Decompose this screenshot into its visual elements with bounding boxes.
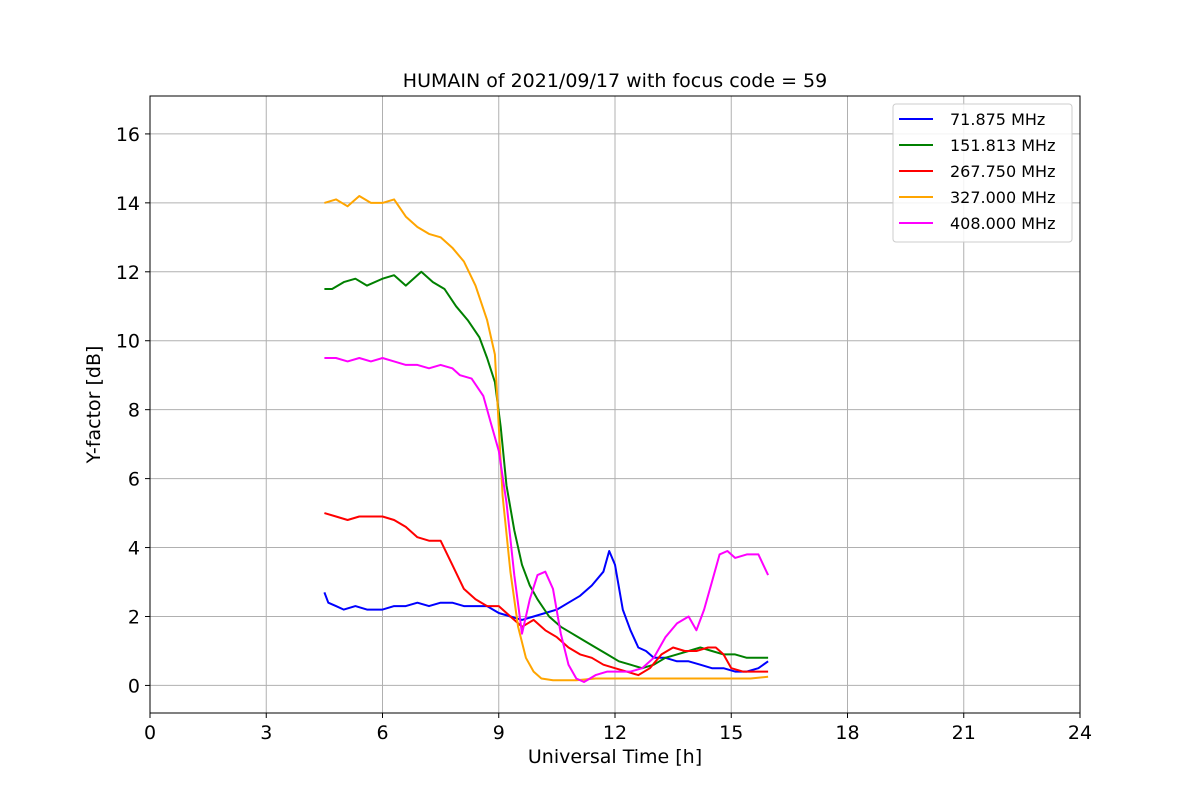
- y-axis-label: Y-factor [dB]: [83, 346, 105, 465]
- legend-box: [892, 103, 1073, 243]
- x-tick-label: 12: [603, 722, 627, 744]
- chart-title: HUMAIN of 2021/09/17 with focus code = 5…: [403, 70, 827, 92]
- y-tick-label: 4: [128, 538, 140, 560]
- y-tick-label: 12: [116, 262, 140, 284]
- series-line: [324, 512, 769, 677]
- x-tick-label: 3: [260, 722, 272, 744]
- x-tick-label: 15: [719, 722, 743, 744]
- y-axis-ticks: 0 2 4 6 8 10 12 14 16: [116, 124, 150, 697]
- legend: 71.875 MHz 151.813 MHz 267.750 MHz 327.000 …: [892, 103, 1073, 243]
- legend-label: 267.750 MHz: [950, 162, 1055, 181]
- legend-label: 151.813 MHz: [950, 136, 1055, 155]
- y-tick-label: 16: [116, 124, 140, 146]
- legend-label: 327.000 MHz: [950, 188, 1055, 207]
- y-tick-label: 2: [128, 606, 140, 628]
- y-tick-label: 14: [116, 193, 140, 215]
- legend-label: 71.875 MHz: [950, 110, 1045, 129]
- y-tick-label: 0: [128, 675, 140, 697]
- legend-label: 408.000 MHz: [950, 214, 1055, 233]
- x-tick-label: 0: [144, 722, 156, 744]
- plot-area: [323, 195, 770, 683]
- x-tick-label: 6: [376, 722, 388, 744]
- y-tick-label: 6: [128, 469, 140, 491]
- x-axis-ticks: 0 3 6 9 12 15 18 21 24: [144, 713, 1092, 744]
- series-line: [324, 195, 769, 682]
- y-tick-label: 10: [116, 331, 140, 353]
- x-tick-label: 18: [835, 722, 859, 744]
- series-line: [324, 357, 770, 683]
- x-tick-label: 24: [1068, 722, 1092, 744]
- x-tick-label: 9: [493, 722, 505, 744]
- x-axis-label: Universal Time [h]: [528, 746, 702, 768]
- x-tick-label: 21: [952, 722, 976, 744]
- y-tick-label: 8: [128, 400, 140, 422]
